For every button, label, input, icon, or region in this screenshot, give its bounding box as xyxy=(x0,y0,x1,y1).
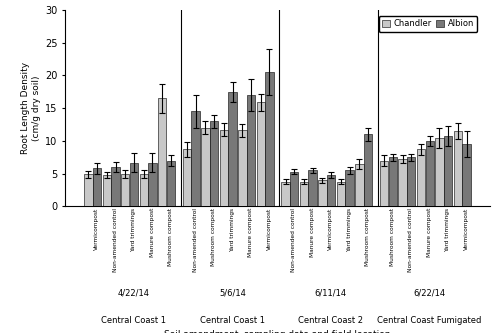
Text: Central Coast Fumigated: Central Coast Fumigated xyxy=(377,316,482,325)
Bar xyxy=(300,181,308,206)
Bar xyxy=(210,121,218,206)
Text: 5/6/14: 5/6/14 xyxy=(219,289,246,298)
Bar xyxy=(266,72,274,206)
Text: Central Coast 1: Central Coast 1 xyxy=(102,316,166,325)
Text: 4/22/14: 4/22/14 xyxy=(118,289,150,298)
Bar xyxy=(202,128,209,206)
Bar xyxy=(167,161,175,206)
Bar xyxy=(346,170,354,206)
Bar xyxy=(290,172,298,206)
Bar xyxy=(436,138,444,206)
Bar xyxy=(247,95,255,206)
Bar xyxy=(84,174,92,206)
Bar xyxy=(318,180,326,206)
Bar xyxy=(238,131,246,206)
Y-axis label: Root Length Density
(cm/g dry soil): Root Length Density (cm/g dry soil) xyxy=(22,62,40,154)
Bar xyxy=(454,131,462,206)
Text: 6/11/14: 6/11/14 xyxy=(315,289,347,298)
Bar xyxy=(282,181,290,206)
Text: Central Coast 1: Central Coast 1 xyxy=(200,316,265,325)
Bar xyxy=(183,150,191,206)
Bar xyxy=(380,161,388,206)
Text: Central Coast 2: Central Coast 2 xyxy=(298,316,364,325)
Bar xyxy=(228,92,236,206)
Bar xyxy=(388,158,397,206)
Bar xyxy=(364,135,372,206)
Bar xyxy=(158,99,166,206)
Bar xyxy=(398,159,406,206)
Bar xyxy=(407,158,416,206)
Bar xyxy=(444,136,452,206)
Bar xyxy=(192,112,200,206)
Bar xyxy=(220,130,228,206)
Bar xyxy=(148,163,156,206)
Bar xyxy=(140,174,148,206)
Bar xyxy=(103,175,111,206)
Bar xyxy=(122,174,130,206)
Bar xyxy=(462,144,470,206)
Bar xyxy=(112,167,120,206)
Text: 6/22/14: 6/22/14 xyxy=(414,289,446,298)
Bar xyxy=(337,181,345,206)
Bar xyxy=(93,168,101,206)
Bar xyxy=(426,141,434,206)
Bar xyxy=(356,164,364,206)
Bar xyxy=(417,150,425,206)
Bar xyxy=(130,163,138,206)
Bar xyxy=(308,170,316,206)
Legend: Chandler, Albion: Chandler, Albion xyxy=(378,16,478,32)
Bar xyxy=(327,175,335,206)
Bar xyxy=(257,102,265,206)
X-axis label: Soil amendment, sampling date and field location: Soil amendment, sampling date and field … xyxy=(164,330,391,333)
